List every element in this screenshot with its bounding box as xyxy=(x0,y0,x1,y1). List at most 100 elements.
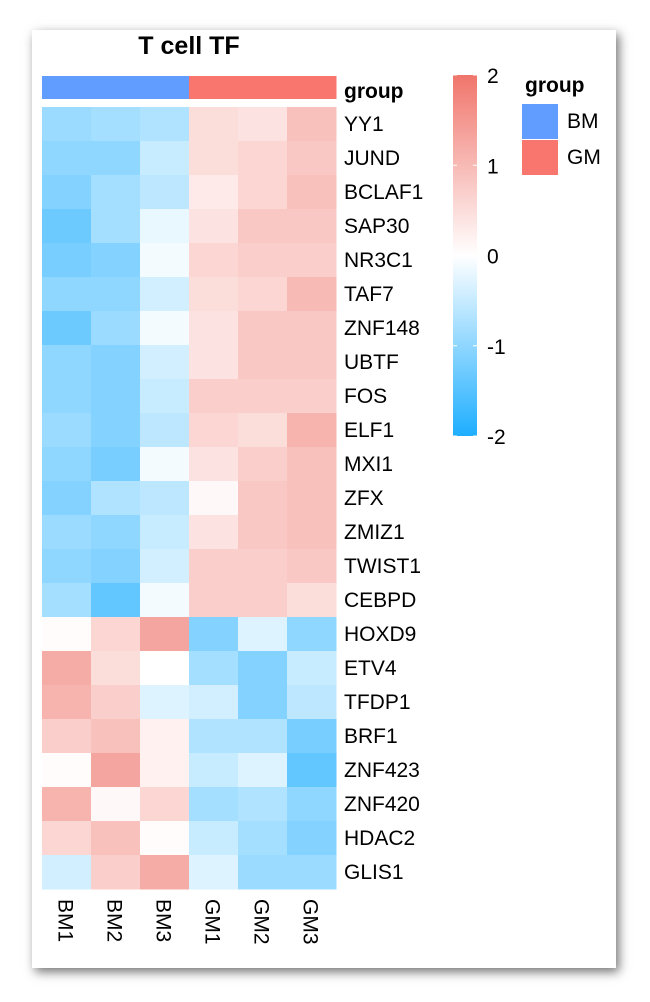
heatmap-cell-taf7-bm3 xyxy=(140,277,190,312)
heatmap-cell-znf148-bm3 xyxy=(140,311,190,346)
row-label-mxi1: MXI1 xyxy=(344,453,393,476)
legend-title: group xyxy=(525,74,584,97)
heatmap-cell-hdac2-bm1 xyxy=(42,821,92,856)
heatmap-cell-hdac2-bm2 xyxy=(91,821,141,856)
heatmap-cell-bclaf1-gm1 xyxy=(189,175,239,210)
heatmap-cell-zmiz1-bm2 xyxy=(91,515,141,550)
heatmap-cell-zfx-bm1 xyxy=(42,481,92,516)
heatmap-cell-mxi1-bm3 xyxy=(140,447,190,482)
heatmap-cell-fos-bm1 xyxy=(42,379,92,414)
row-label-bclaf1: BCLAF1 xyxy=(344,181,423,204)
heatmap-cell-glis1-bm2 xyxy=(91,855,141,890)
heatmap-cell-zmiz1-bm1 xyxy=(42,515,92,550)
row-label-fos: FOS xyxy=(344,385,387,408)
heatmap-cell-nr3c1-bm3 xyxy=(140,243,190,278)
heatmap-cell-zfx-gm1 xyxy=(189,481,239,516)
heatmap-cell-etv4-bm2 xyxy=(91,651,141,686)
heatmap-cell-zfx-gm2 xyxy=(238,481,288,516)
heatmap-cell-glis1-gm3 xyxy=(287,855,337,890)
annotation-cell-gm3 xyxy=(287,76,337,99)
legend-swatch-bm xyxy=(522,104,558,139)
column-labels: BM1 BM2 BM3 GM1 GM2 GM3 xyxy=(54,899,322,945)
heatmap-cell-hdac2-gm2 xyxy=(238,821,288,856)
heatmap-cell-cebpd-bm3 xyxy=(140,583,190,618)
heatmap-cell-nr3c1-gm1 xyxy=(189,243,239,278)
heatmap-cell-nr3c1-bm1 xyxy=(42,243,92,278)
heatmap-cell-zmiz1-gm2 xyxy=(238,515,288,550)
heatmap-cell-twist1-gm3 xyxy=(287,549,337,584)
heatmap-cell-brf1-bm3 xyxy=(140,719,190,754)
heatmap-cell-mxi1-gm2 xyxy=(238,447,288,482)
heatmap-cell-sap30-gm2 xyxy=(238,209,288,244)
heatmap-cell-sap30-bm1 xyxy=(42,209,92,244)
heatmap-cell-znf420-bm1 xyxy=(42,787,92,822)
heatmap-cell-glis1-bm1 xyxy=(42,855,92,890)
heatmap-cell-brf1-bm1 xyxy=(42,719,92,754)
column-label-gm3: GM3 xyxy=(299,899,322,945)
row-label-zfx: ZFX xyxy=(344,487,384,510)
heatmap-cell-znf420-gm2 xyxy=(238,787,288,822)
heatmap-cell-znf423-bm1 xyxy=(42,753,92,788)
heatmap-cell-etv4-gm3 xyxy=(287,651,337,686)
heatmap-cell-sap30-gm1 xyxy=(189,209,239,244)
heatmap-cell-znf423-gm2 xyxy=(238,753,288,788)
heatmap-cell-cebpd-gm1 xyxy=(189,583,239,618)
annotation-cell-bm2 xyxy=(91,76,141,99)
heatmap-cell-jund-gm3 xyxy=(287,141,337,176)
row-label-sap30: SAP30 xyxy=(344,215,409,238)
annotation-cell-gm2 xyxy=(238,76,288,99)
heatmap-cell-elf1-gm2 xyxy=(238,413,288,448)
annotation-cell-bm3 xyxy=(140,76,190,99)
heatmap-cell-nr3c1-gm2 xyxy=(238,243,288,278)
heatmap-cell-znf148-gm1 xyxy=(189,311,239,346)
heatmap-cell-znf423-gm3 xyxy=(287,753,337,788)
column-label-bm3: BM3 xyxy=(152,899,175,942)
heatmap-cell-zmiz1-bm3 xyxy=(140,515,190,550)
heatmap-cell-sap30-gm3 xyxy=(287,209,337,244)
group-legend: BM GM xyxy=(522,104,601,175)
heatmap-cell-yy1-bm2 xyxy=(91,107,141,142)
heatmap-cell-znf423-bm2 xyxy=(91,753,141,788)
heatmap-cell-fos-gm3 xyxy=(287,379,337,414)
heatmap-cell-tfdp1-gm2 xyxy=(238,685,288,720)
heatmap-cell-znf423-gm1 xyxy=(189,753,239,788)
heatmap-cell-yy1-gm3 xyxy=(287,107,337,142)
heatmap-cell-znf420-bm2 xyxy=(91,787,141,822)
heatmap-cell-ubtf-gm2 xyxy=(238,345,288,380)
heatmap-cell-bclaf1-bm2 xyxy=(91,175,141,210)
heatmap-cell-zmiz1-gm1 xyxy=(189,515,239,550)
column-label-bm1: BM1 xyxy=(54,899,77,942)
heatmap-cell-taf7-gm2 xyxy=(238,277,288,312)
heatmap-cell-taf7-gm1 xyxy=(189,277,239,312)
heatmap-cell-jund-bm2 xyxy=(91,141,141,176)
heatmap-cell-taf7-gm3 xyxy=(287,277,337,312)
heatmap-cell-bclaf1-bm3 xyxy=(140,175,190,210)
row-label-cebpd: CEBPD xyxy=(344,589,416,612)
heatmap-cell-brf1-gm1 xyxy=(189,719,239,754)
annotation-cell-bm1 xyxy=(42,76,92,99)
heatmap-cell-yy1-bm3 xyxy=(140,107,190,142)
heatmap-cell-bclaf1-gm2 xyxy=(238,175,288,210)
heatmap-cell-zmiz1-gm3 xyxy=(287,515,337,550)
heatmap-cell-hoxd9-gm3 xyxy=(287,617,337,652)
heatmap-cell-ubtf-gm1 xyxy=(189,345,239,380)
heatmap-cell-elf1-gm1 xyxy=(189,413,239,448)
heatmap-cell-hoxd9-bm3 xyxy=(140,617,190,652)
heatmap-cell-zfx-bm3 xyxy=(140,481,190,516)
row-label-hdac2: HDAC2 xyxy=(344,827,415,850)
heatmap-cell-etv4-bm3 xyxy=(140,651,190,686)
heatmap-cell-jund-gm2 xyxy=(238,141,288,176)
row-label-nr3c1: NR3C1 xyxy=(344,249,413,272)
heatmap-cell-etv4-bm1 xyxy=(42,651,92,686)
heatmap-cell-twist1-bm2 xyxy=(91,549,141,584)
row-label-taf7: TAF7 xyxy=(344,283,394,306)
legend-label-gm: GM xyxy=(567,146,601,169)
heatmap-cell-cebpd-bm2 xyxy=(91,583,141,618)
heatmap-cell-fos-bm2 xyxy=(91,379,141,414)
heatmap-cell-mxi1-bm1 xyxy=(42,447,92,482)
heatmap-cell-jund-gm1 xyxy=(189,141,239,176)
chart-title: T cell TF xyxy=(138,32,239,60)
heatmap-cell-hoxd9-bm1 xyxy=(42,617,92,652)
row-label-jund: JUND xyxy=(344,147,400,170)
